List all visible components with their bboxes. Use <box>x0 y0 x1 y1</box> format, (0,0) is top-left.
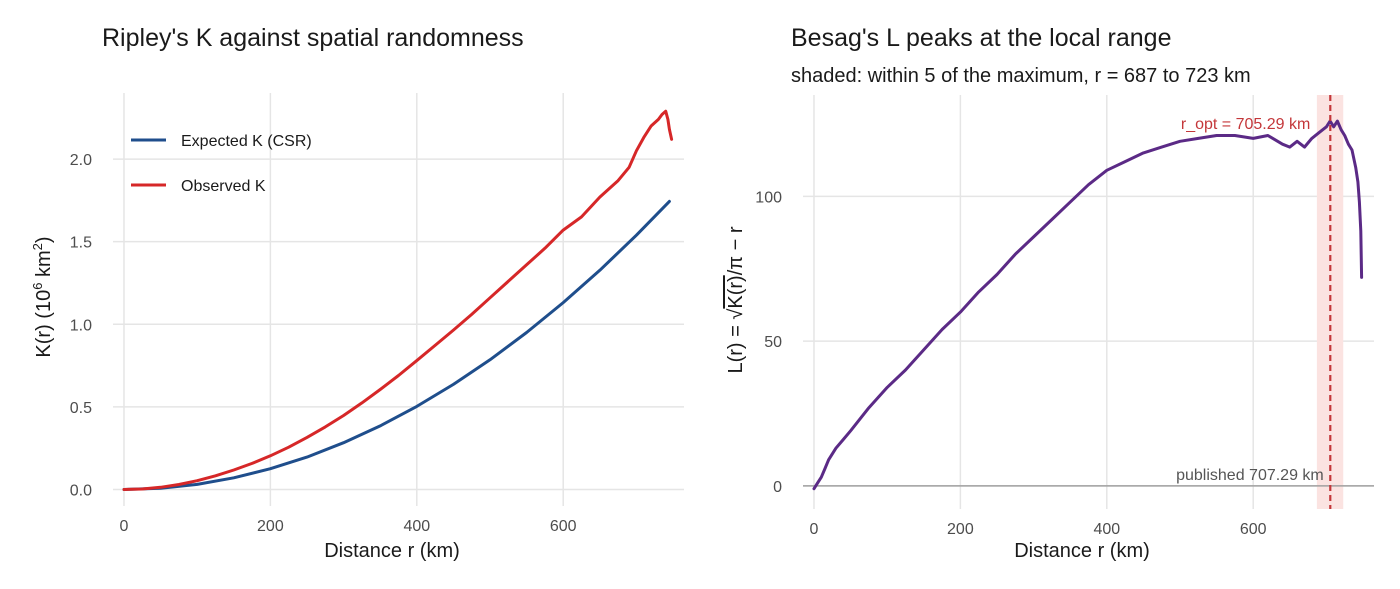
right-x-axis-title: Distance r (km) <box>1014 540 1150 562</box>
besag-l-line <box>812 119 1364 491</box>
right-panel: Besag's L peaks at the local range shade… <box>725 24 1374 562</box>
legend-label-observed: Observed K <box>181 178 266 195</box>
right-y-tick-label: 100 <box>755 189 782 206</box>
right-x-tick-label: 0 <box>810 521 819 538</box>
right-x-tick-label: 600 <box>1240 521 1267 538</box>
left-y-axis-title: K(r) (106 km2) <box>30 236 55 357</box>
left-y-tick-label: 1.0 <box>70 317 92 334</box>
left-y-tick-labels: 0.0 0.5 1.0 1.5 2.0 <box>70 152 92 499</box>
left-x-axis-title: Distance r (km) <box>324 540 460 562</box>
left-y-tick-label: 0.5 <box>70 400 92 417</box>
right-x-tick-label: 200 <box>947 521 974 538</box>
left-panel: Ripley's K against spatial randomness 0.… <box>30 24 684 562</box>
observed-k-line <box>122 109 674 491</box>
right-series-lines <box>812 119 1364 491</box>
right-gridlines <box>803 95 1374 509</box>
right-chart-subtitle: shaded: within 5 of the maximum, r = 687… <box>791 65 1251 87</box>
left-x-tick-label: 400 <box>403 518 430 535</box>
right-y-axis-text: L(r) = √K(r)/π − r <box>725 226 747 373</box>
right-x-tick-labels: 0 200 400 600 <box>810 521 1267 538</box>
right-y-axis-title: L(r) = √K(r)/π − r <box>725 226 747 373</box>
left-y-tick-label: 0.0 <box>70 482 92 499</box>
published-annotation: published 707.29 km <box>1176 467 1324 484</box>
left-x-tick-labels: 0 200 400 600 <box>120 518 577 535</box>
right-y-tick-label: 0 <box>773 479 782 496</box>
left-chart-title: Ripley's K against spatial randomness <box>102 24 524 52</box>
r-opt-annotation: r_opt = 705.29 km <box>1181 116 1310 133</box>
right-y-tick-label: 50 <box>764 334 782 351</box>
left-x-tick-label: 600 <box>550 518 577 535</box>
expected-k-line <box>122 199 671 491</box>
right-chart-title: Besag's L peaks at the local range <box>791 24 1171 52</box>
left-x-tick-label: 0 <box>120 518 129 535</box>
legend-label-expected: Expected K (CSR) <box>181 133 312 150</box>
right-x-tick-label: 400 <box>1093 521 1120 538</box>
left-legend: Expected K (CSR) Observed K <box>131 133 312 195</box>
right-y-tick-labels: 0 50 100 <box>755 189 782 496</box>
left-y-tick-label: 2.0 <box>70 152 92 169</box>
left-x-tick-label: 200 <box>257 518 284 535</box>
left-gridlines <box>113 93 684 506</box>
left-series-lines <box>122 109 674 491</box>
left-y-tick-label: 1.5 <box>70 235 92 252</box>
